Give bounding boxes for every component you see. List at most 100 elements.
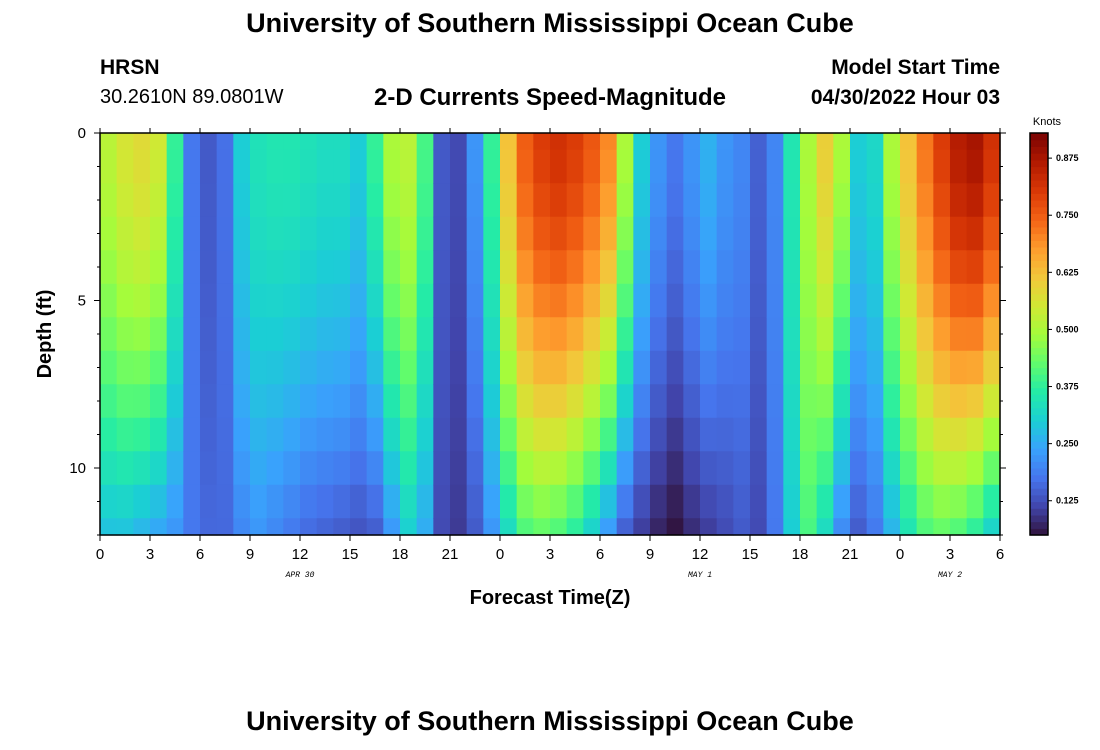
- heatmap-cell: [550, 133, 568, 151]
- heatmap-cell: [666, 149, 684, 184]
- colorbar-frame: [1029, 132, 1049, 536]
- heatmap-cell: [216, 183, 234, 218]
- heatmap-cell: [433, 417, 451, 452]
- heatmap-cell: [800, 250, 818, 285]
- heatmap-cell: [416, 149, 434, 184]
- heatmap-cell: [683, 451, 701, 486]
- heatmap-cell: [300, 384, 318, 419]
- heatmap-cell: [916, 183, 934, 218]
- heatmap-cell: [250, 250, 268, 285]
- heatmap-cell: [216, 133, 234, 151]
- heatmap-cell: [666, 384, 684, 419]
- heatmap-cell: [250, 317, 268, 352]
- heatmap-cell: [883, 518, 901, 536]
- heatmap-cell: [683, 133, 701, 151]
- colorbar-segment: [1030, 287, 1048, 295]
- heatmap-cell: [416, 216, 434, 251]
- heatmap-cell: [333, 250, 351, 285]
- heatmap-cell: [783, 133, 801, 151]
- colorbar-segment: [1030, 260, 1048, 268]
- heatmap-cell: [750, 518, 768, 536]
- heatmap-cell: [483, 484, 501, 519]
- heatmap-cell: [400, 149, 418, 184]
- heatmap-cell: [100, 451, 118, 486]
- heatmap-cell: [416, 317, 434, 352]
- colorbar-segment: [1030, 508, 1048, 516]
- heatmap-cell: [266, 183, 284, 218]
- heatmap-cell: [916, 133, 934, 151]
- heatmap-cell: [400, 216, 418, 251]
- heatmap-cell: [783, 484, 801, 519]
- heatmap-cell: [300, 317, 318, 352]
- heatmap-cell: [566, 183, 584, 218]
- colorbar-segment: [1030, 501, 1048, 509]
- heatmap-cell: [300, 133, 318, 151]
- heatmap-cell: [316, 317, 334, 352]
- heatmap-cell: [566, 283, 584, 318]
- heatmap-cell: [950, 417, 968, 452]
- heatmap-cell: [166, 317, 184, 352]
- heatmap-cell: [366, 451, 384, 486]
- heatmap-cell: [133, 149, 151, 184]
- heatmap-cell: [800, 384, 818, 419]
- heatmap-cell: [966, 183, 984, 218]
- heatmap-cell: [366, 216, 384, 251]
- colorbar-segment: [1030, 213, 1048, 221]
- heatmap-cell: [266, 451, 284, 486]
- heatmap-cell: [250, 451, 268, 486]
- heatmap-cell: [716, 518, 734, 536]
- heatmap-cell: [900, 350, 918, 385]
- heatmap-cell: [850, 484, 868, 519]
- heatmap-cell: [216, 216, 234, 251]
- heatmap-cell: [850, 283, 868, 318]
- heatmap-cell: [433, 133, 451, 151]
- heatmap-cell: [616, 283, 634, 318]
- heatmap-cell: [433, 350, 451, 385]
- heatmap-cell: [266, 317, 284, 352]
- heatmap-cell: [950, 250, 968, 285]
- heatmap-cell: [816, 350, 834, 385]
- heatmap-cell: [800, 183, 818, 218]
- heatmap-cell: [300, 417, 318, 452]
- heatmap-cell: [183, 149, 201, 184]
- heatmap-cell: [100, 350, 118, 385]
- heatmap-cell: [250, 484, 268, 519]
- heatmap-cell: [550, 250, 568, 285]
- heatmap-cell: [250, 133, 268, 151]
- x-tick-label: 21: [442, 546, 459, 563]
- heatmap-cell: [983, 350, 1001, 385]
- heatmap-cell: [166, 484, 184, 519]
- heatmap-cell: [650, 350, 668, 385]
- heatmap-cell: [883, 183, 901, 218]
- colorbar-segment: [1030, 401, 1048, 409]
- heatmap-cell: [616, 149, 634, 184]
- heatmap-cell: [866, 216, 884, 251]
- heatmap-cell: [566, 149, 584, 184]
- heatmap-cell: [833, 417, 851, 452]
- x-tick-label: 3: [946, 546, 954, 563]
- day-label: APR 30: [285, 571, 315, 580]
- heatmap-cell: [433, 250, 451, 285]
- heatmap-cell: [266, 484, 284, 519]
- heatmap-cell: [616, 216, 634, 251]
- heatmap-cell: [883, 384, 901, 419]
- heatmap-cell: [516, 216, 534, 251]
- y-tick-label: 10: [69, 460, 86, 477]
- heatmap-cell: [683, 484, 701, 519]
- heatmap-cell: [866, 384, 884, 419]
- heatmap-cell: [966, 350, 984, 385]
- heatmap-cell: [183, 417, 201, 452]
- heatmap-cell: [550, 216, 568, 251]
- model-start-label: Model Start Time: [831, 56, 1000, 79]
- heatmap-cell: [950, 216, 968, 251]
- colorbar-segment: [1030, 454, 1048, 462]
- colorbar-segment: [1030, 139, 1048, 147]
- heatmap-cell: [850, 216, 868, 251]
- heatmap-cell: [116, 484, 134, 519]
- heatmap-cell: [583, 417, 601, 452]
- heatmap-cell: [733, 283, 751, 318]
- colorbar-segment: [1030, 300, 1048, 308]
- heatmap-cell: [716, 149, 734, 184]
- heatmap-cell: [733, 183, 751, 218]
- heatmap-cell: [600, 250, 618, 285]
